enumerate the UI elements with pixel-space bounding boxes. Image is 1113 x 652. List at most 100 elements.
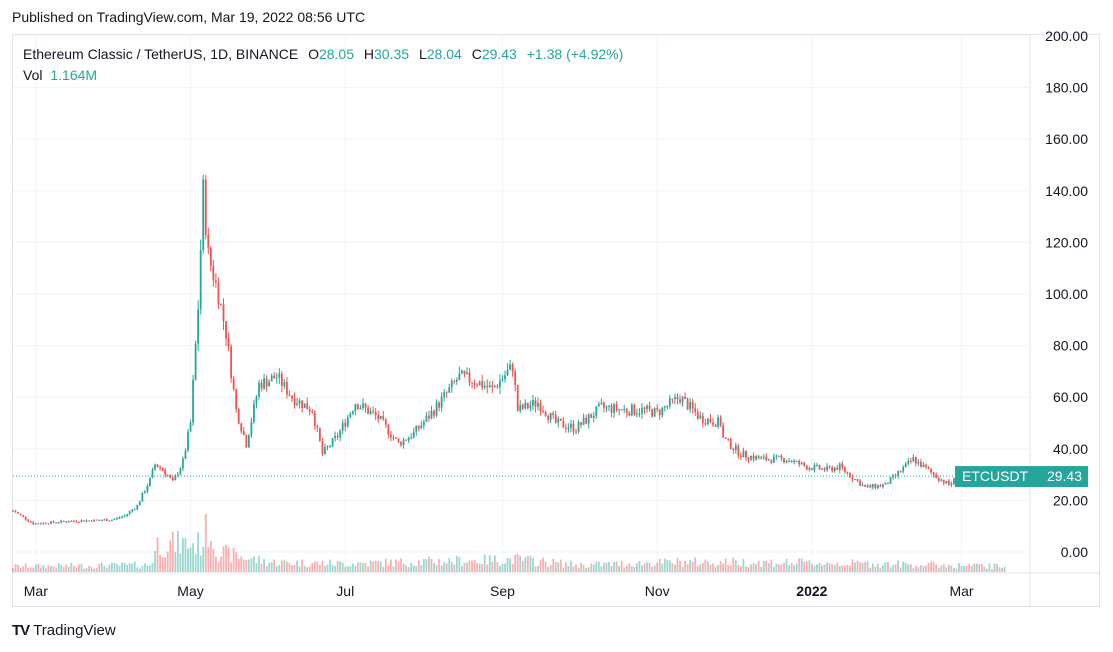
candle-body: [164, 470, 167, 476]
candle-body: [313, 412, 316, 426]
chart-frame[interactable]: [12, 34, 1100, 607]
volume-bar: [154, 550, 156, 572]
symbol-title[interactable]: Ethereum Classic / TetherUS, 1D, BINANCE: [23, 46, 299, 62]
candle-body: [608, 405, 610, 407]
volume-bar: [679, 560, 681, 572]
candle-body: [461, 370, 463, 374]
candle-body: [377, 415, 380, 419]
candle-body: [722, 425, 725, 438]
volume-bar: [980, 564, 983, 572]
volume-bar: [747, 567, 750, 572]
candle-body: [719, 417, 722, 426]
volume-bar: [379, 561, 382, 572]
candle-body: [605, 406, 608, 408]
brand-name: TradingView: [33, 622, 116, 639]
volume-bar: [450, 561, 453, 572]
candle-body: [450, 381, 453, 388]
volume-bar: [843, 566, 846, 572]
candle-body: [767, 459, 770, 461]
volume-bar: [884, 562, 887, 572]
candle-body: [912, 457, 915, 462]
volume-bar: [372, 561, 375, 572]
volume-bar: [564, 562, 567, 572]
candle-body: [701, 415, 704, 424]
candle-body: [526, 402, 529, 409]
volume-bar: [364, 562, 367, 572]
candle-body: [17, 512, 19, 514]
volume-bar: [846, 564, 849, 572]
volume-bar: [45, 568, 47, 572]
volume-bar: [676, 558, 679, 572]
volume-bar: [311, 563, 314, 572]
candle-body: [225, 321, 227, 339]
candle-body: [324, 447, 326, 454]
candle-body: [103, 519, 106, 521]
high-value: 30.35: [374, 46, 410, 62]
candle-body: [85, 520, 88, 522]
candle-body: [384, 419, 387, 425]
volume-bar: [521, 560, 524, 572]
candle-body: [559, 418, 562, 421]
volume-bar: [519, 556, 522, 572]
volume-bar: [570, 560, 572, 572]
candle-body: [904, 463, 907, 468]
candle-body: [699, 415, 702, 419]
volume-bar: [369, 560, 372, 572]
volume-bar: [318, 564, 321, 572]
candle-body: [745, 450, 747, 458]
candle-body: [468, 372, 471, 383]
candle-body: [293, 398, 296, 405]
volume-bar: [55, 568, 58, 572]
volume-bar: [98, 563, 101, 572]
time-axis[interactable]: Mar May Jul Sep Nov 2022 Mar: [24, 583, 974, 599]
volume-bar: [156, 537, 159, 572]
candle-body: [227, 338, 230, 347]
candle-body: [143, 491, 146, 494]
volume-bar: [123, 563, 126, 572]
tradingview-brand[interactable]: TV TradingView: [12, 622, 116, 639]
candle-body: [199, 250, 202, 310]
candle-body: [899, 471, 902, 473]
volume-bar: [199, 555, 202, 572]
candle-body: [600, 402, 603, 405]
volume-bar: [587, 567, 590, 572]
volume-bar: [983, 566, 986, 572]
volume-bar: [504, 563, 506, 572]
price-axis[interactable]: 200.00 180.00 160.00 140.00 120.00 100.00 80.0…: [1045, 28, 1088, 560]
candle-body: [367, 407, 369, 414]
candle-body: [369, 411, 372, 414]
volume-bar: [813, 565, 816, 572]
volume-bar: [491, 561, 494, 572]
volume-bar: [605, 562, 608, 572]
volume-bar: [864, 561, 867, 572]
candle-body: [610, 405, 613, 413]
candle-body: [12, 510, 14, 512]
candle-body: [557, 418, 560, 423]
volume-bar: [435, 565, 438, 572]
volume-bar: [856, 560, 859, 572]
candle-body: [336, 435, 339, 438]
volume-bar: [483, 554, 486, 572]
candle-body: [577, 422, 580, 432]
candle-body: [935, 474, 938, 478]
candle-body: [869, 485, 872, 488]
volume-bar: [663, 558, 666, 572]
volume-bar: [729, 565, 732, 572]
candle-body: [433, 411, 435, 416]
candle-body: [136, 504, 139, 510]
open-label: O: [308, 46, 319, 62]
candle-body: [288, 394, 291, 396]
volume-bar: [628, 563, 631, 572]
volume-bar: [268, 562, 271, 572]
volume-bar: [810, 563, 813, 572]
volume-bar: [648, 562, 651, 572]
candle-body: [60, 520, 63, 523]
candle-body: [412, 431, 415, 438]
volume-bar: [253, 556, 255, 572]
candle-body: [757, 456, 760, 459]
candle-body: [93, 519, 96, 522]
candle-body: [235, 389, 238, 410]
volume-bar: [887, 561, 889, 572]
volume-bar: [767, 563, 770, 572]
